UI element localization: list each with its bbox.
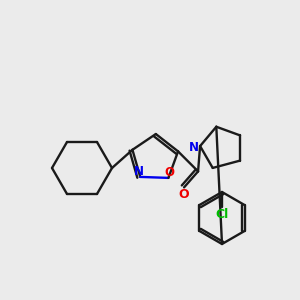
Text: Cl: Cl — [215, 208, 229, 221]
Text: O: O — [164, 167, 174, 179]
Text: N: N — [134, 165, 144, 178]
Text: O: O — [179, 188, 189, 201]
Text: N: N — [189, 141, 199, 154]
